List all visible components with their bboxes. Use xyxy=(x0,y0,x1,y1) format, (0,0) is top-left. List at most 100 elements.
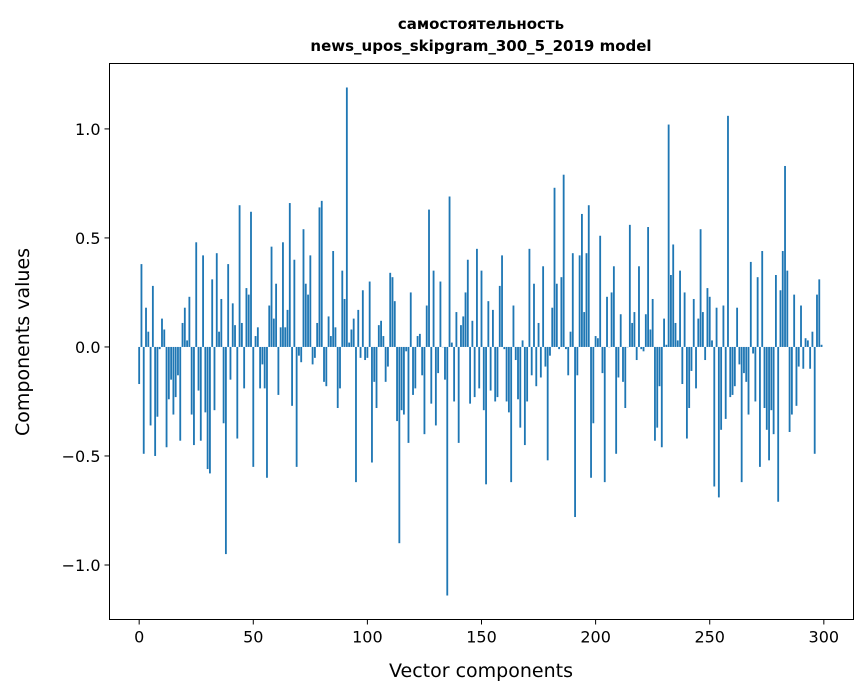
bar xyxy=(184,308,186,347)
bar xyxy=(150,347,152,425)
bar xyxy=(759,347,761,467)
bar xyxy=(471,321,473,347)
bar xyxy=(768,347,770,460)
bar xyxy=(337,347,339,408)
bar xyxy=(382,336,384,347)
bar xyxy=(485,347,487,484)
bar xyxy=(647,227,649,347)
bar xyxy=(547,347,549,460)
bar xyxy=(209,347,211,473)
bar xyxy=(544,347,546,367)
bar xyxy=(522,340,524,347)
bar xyxy=(419,334,421,347)
bar xyxy=(202,255,204,347)
bar xyxy=(440,282,442,347)
y-tick-label: 1.0 xyxy=(75,120,100,139)
bar xyxy=(433,271,435,347)
bar xyxy=(670,275,672,347)
bar xyxy=(177,347,179,375)
bar xyxy=(718,347,720,497)
bar xyxy=(330,336,332,347)
bar xyxy=(430,347,432,404)
bar xyxy=(172,347,174,415)
bar xyxy=(620,314,622,347)
x-tick-label: 50 xyxy=(243,628,263,647)
bar xyxy=(551,308,553,347)
bar xyxy=(446,347,448,596)
bar xyxy=(373,347,375,382)
bar xyxy=(355,347,357,482)
bar xyxy=(583,312,585,347)
bar xyxy=(204,347,206,412)
bar xyxy=(467,260,469,347)
bar xyxy=(147,332,149,347)
bar xyxy=(378,325,380,347)
bar xyxy=(207,347,209,469)
x-tick-label: 200 xyxy=(580,628,611,647)
bar xyxy=(481,271,483,347)
bar xyxy=(351,330,353,347)
bar xyxy=(802,347,804,369)
bar xyxy=(700,229,702,347)
bar xyxy=(535,347,537,386)
bar xyxy=(716,308,718,347)
bar xyxy=(563,175,565,347)
bar xyxy=(599,236,601,347)
bar xyxy=(236,347,238,439)
bar xyxy=(558,347,560,349)
bar xyxy=(300,347,302,362)
bar xyxy=(348,343,350,347)
bar xyxy=(462,316,464,347)
bar xyxy=(736,308,738,347)
bar xyxy=(738,347,740,364)
bar xyxy=(497,347,499,397)
bar xyxy=(455,312,457,347)
bar xyxy=(629,225,631,347)
bar xyxy=(143,347,145,454)
bar xyxy=(789,347,791,432)
bar xyxy=(729,347,731,397)
bar xyxy=(798,347,800,367)
bar xyxy=(476,249,478,347)
bar xyxy=(154,347,156,456)
bar xyxy=(405,347,407,351)
x-tick-label: 250 xyxy=(694,628,725,647)
bar xyxy=(540,347,542,378)
bar xyxy=(800,306,802,347)
bar xyxy=(335,327,337,347)
bar xyxy=(679,271,681,347)
bar xyxy=(613,266,615,347)
bar xyxy=(261,347,263,364)
bar xyxy=(775,275,777,347)
bar xyxy=(275,284,277,347)
bar xyxy=(241,323,243,347)
bar xyxy=(478,347,480,388)
bar xyxy=(271,247,273,347)
bar xyxy=(437,347,439,373)
bar xyxy=(508,347,510,412)
bar xyxy=(314,347,316,358)
bar xyxy=(809,347,811,369)
bar xyxy=(417,336,419,347)
bar xyxy=(353,319,355,347)
bar xyxy=(526,347,528,402)
bar xyxy=(474,347,476,397)
bar xyxy=(604,347,606,482)
bar xyxy=(449,197,451,347)
bar xyxy=(287,310,289,347)
bar xyxy=(305,284,307,347)
bar xyxy=(182,323,184,347)
bar xyxy=(460,325,462,347)
bar xyxy=(200,347,202,441)
bar xyxy=(606,297,608,347)
bar xyxy=(396,347,398,421)
chart-title: самостоятельность xyxy=(398,15,564,33)
bar xyxy=(503,347,505,349)
bar xyxy=(796,347,798,406)
bar xyxy=(492,310,494,347)
bar xyxy=(339,347,341,388)
bar xyxy=(444,347,446,380)
y-tick-label: −0.5 xyxy=(62,447,101,466)
